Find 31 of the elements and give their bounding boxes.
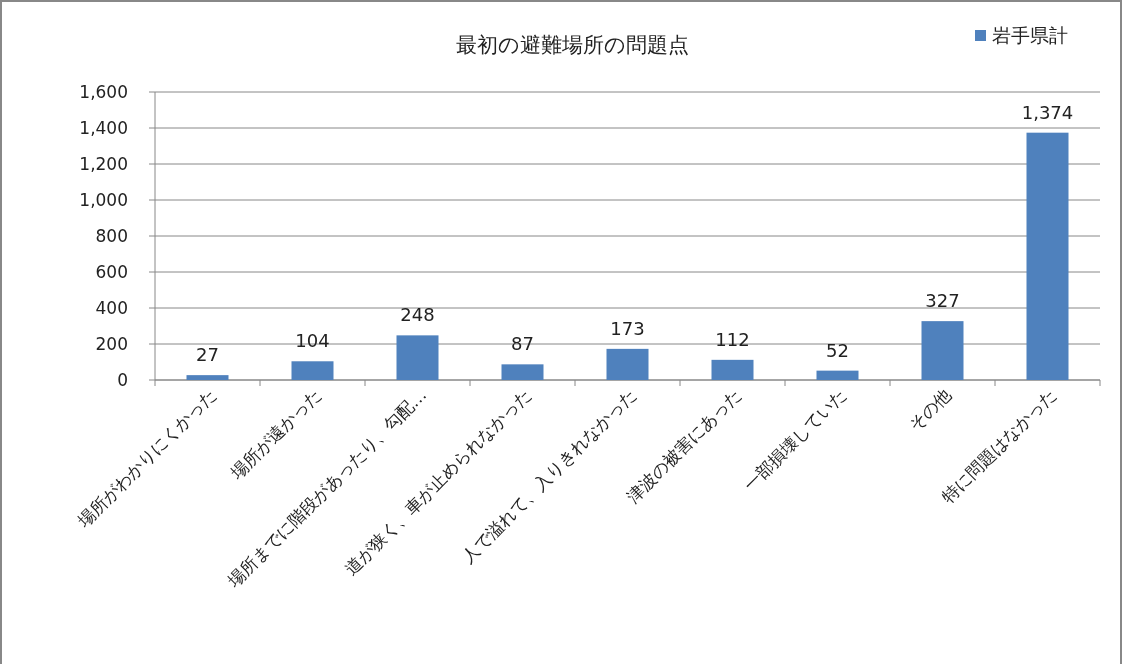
bar bbox=[606, 348, 649, 380]
legend-label: 岩手県計 bbox=[992, 24, 1068, 46]
bar bbox=[291, 361, 334, 380]
data-label: 52 bbox=[826, 339, 849, 361]
data-label: 173 bbox=[610, 317, 645, 339]
y-tick-label: 400 bbox=[95, 298, 128, 318]
bar bbox=[711, 359, 754, 380]
bar bbox=[921, 321, 964, 380]
y-tick-label: 1,400 bbox=[79, 118, 128, 138]
bar bbox=[1026, 132, 1069, 380]
y-tick-label: 800 bbox=[95, 226, 128, 246]
data-label: 327 bbox=[925, 290, 960, 312]
data-label: 112 bbox=[715, 328, 750, 350]
x-tick-label: その他 bbox=[905, 384, 956, 435]
chart-title: 最初の避難場所の問題点 bbox=[455, 33, 689, 57]
data-label: 248 bbox=[400, 304, 435, 326]
data-label: 87 bbox=[511, 333, 534, 355]
y-tick-label: 200 bbox=[95, 334, 128, 354]
y-tick-label: 600 bbox=[95, 262, 128, 282]
x-tick-label: 場所が遠かった bbox=[226, 384, 326, 484]
bar bbox=[186, 375, 229, 380]
bar bbox=[501, 364, 544, 380]
y-tick-label: 1,000 bbox=[79, 190, 128, 210]
y-tick-label: 1,200 bbox=[79, 154, 128, 174]
bar bbox=[396, 335, 439, 380]
data-label: 1,374 bbox=[1021, 101, 1074, 123]
data-label: 27 bbox=[196, 344, 219, 366]
y-tick-label: 1,600 bbox=[79, 82, 128, 102]
y-tick-label: 0 bbox=[117, 370, 128, 390]
bar bbox=[816, 370, 859, 380]
data-label: 104 bbox=[295, 330, 330, 352]
